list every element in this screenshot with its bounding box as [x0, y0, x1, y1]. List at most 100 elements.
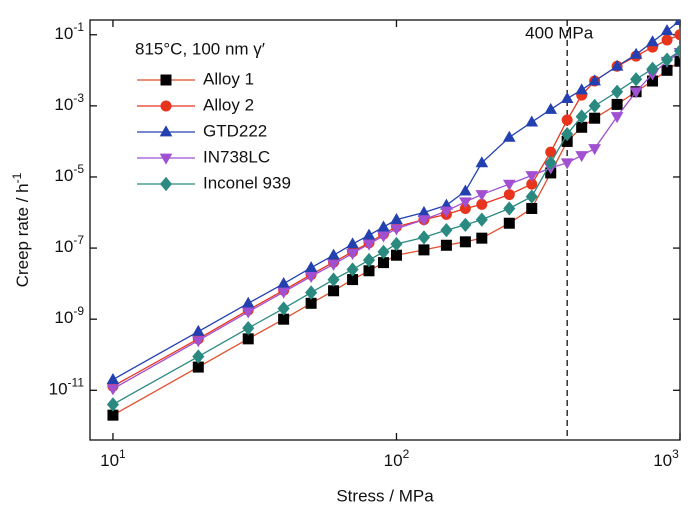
marker: [241, 296, 255, 308]
y-tick-label: 10-11: [49, 375, 85, 398]
marker: [502, 179, 516, 191]
marker: [377, 231, 390, 243]
marker: [346, 248, 359, 260]
marker: [242, 320, 255, 336]
marker: [390, 213, 403, 225]
x-axis-label: Stress / MPa: [336, 486, 434, 505]
marker: [475, 212, 488, 227]
marker: [242, 333, 254, 345]
marker: [525, 189, 538, 204]
marker: [629, 47, 643, 59]
marker: [362, 252, 376, 268]
marker: [544, 155, 557, 170]
marker: [327, 259, 340, 271]
marker: [588, 98, 601, 114]
marker: [575, 83, 589, 95]
marker: [390, 224, 403, 236]
legend-label: Inconel 939: [203, 173, 291, 192]
x-tick-label: 103: [653, 447, 679, 470]
marker: [346, 237, 359, 249]
marker: [377, 244, 390, 260]
marker: [440, 239, 452, 251]
marker: [475, 190, 489, 202]
legend-label: Alloy 1: [203, 69, 254, 88]
annotation: 400 MPa: [525, 23, 594, 42]
marker: [390, 249, 402, 261]
marker: [418, 244, 430, 256]
marker: [475, 156, 489, 168]
marker: [629, 87, 643, 99]
marker: [661, 64, 673, 76]
marker: [106, 372, 120, 384]
marker: [610, 59, 624, 71]
marker: [503, 217, 515, 229]
marker: [674, 29, 680, 41]
marker: [327, 272, 340, 287]
marker: [191, 336, 205, 348]
marker: [525, 115, 539, 127]
marker: [192, 361, 204, 373]
marker: [377, 220, 390, 232]
marker: [459, 202, 471, 214]
marker: [459, 184, 472, 196]
marker: [417, 215, 431, 227]
marker: [545, 146, 557, 158]
marker: [561, 114, 573, 126]
legend-label: IN738LC: [203, 147, 270, 166]
marker: [673, 20, 680, 26]
marker: [327, 248, 340, 260]
legend-marker: [160, 74, 172, 86]
marker: [347, 274, 359, 286]
marker: [560, 92, 574, 104]
y-axis-label-main: Creep rate / h: [13, 183, 32, 287]
marker: [304, 271, 318, 283]
marker: [589, 112, 601, 124]
marker: [575, 151, 589, 163]
legend-marker: [159, 176, 173, 192]
marker: [575, 109, 588, 124]
marker: [362, 228, 376, 240]
marker: [346, 262, 359, 277]
marker: [476, 198, 488, 210]
marker: [106, 384, 120, 396]
y-tick-label: 10-7: [54, 233, 84, 256]
marker: [611, 84, 624, 99]
y-axis-label: Creep rate / h-1: [10, 172, 32, 287]
marker: [304, 261, 318, 273]
marker: [191, 324, 205, 336]
marker: [646, 61, 659, 76]
marker: [588, 144, 601, 156]
legend-marker: [160, 100, 172, 112]
marker: [328, 285, 340, 297]
marker: [459, 197, 472, 209]
marker: [459, 236, 471, 248]
marker: [305, 285, 318, 300]
marker: [241, 307, 255, 319]
marker: [525, 171, 539, 183]
marker: [561, 135, 573, 147]
marker: [363, 265, 375, 277]
marker: [362, 239, 376, 251]
legend-marker: [159, 125, 173, 137]
y-tick-label: 10-9: [54, 304, 84, 327]
marker: [440, 222, 453, 238]
marker: [646, 35, 659, 47]
marker: [107, 409, 119, 421]
marker: [526, 202, 538, 214]
marker: [561, 127, 574, 142]
marker: [277, 287, 290, 299]
x-tick-label: 101: [100, 447, 126, 470]
marker: [106, 397, 119, 412]
x-tick-label: 102: [384, 447, 410, 470]
marker: [673, 43, 680, 59]
marker: [377, 257, 389, 269]
y-tick-label: 10-3: [54, 91, 84, 114]
marker: [503, 189, 515, 201]
marker: [660, 24, 674, 36]
legend-title: 815°C, 100 nm γ′: [135, 39, 265, 58]
marker: [440, 206, 453, 218]
marker: [503, 201, 516, 216]
legend-label: Alloy 2: [203, 95, 254, 114]
marker: [502, 130, 516, 142]
